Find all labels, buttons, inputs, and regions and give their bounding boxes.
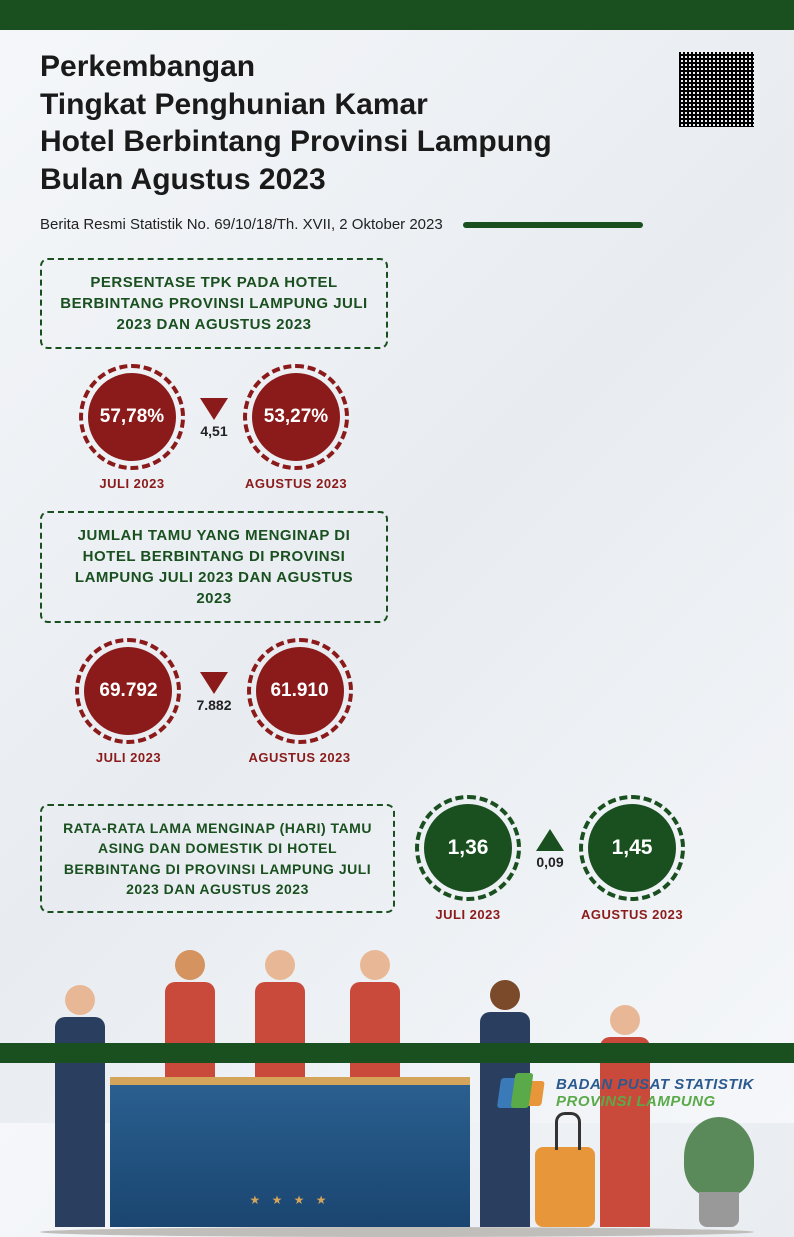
- tpk-circles: 57,78% JULI 2023 4,51 53,27% AGUSTUS 202…: [40, 364, 388, 491]
- title-line: Hotel Berbintang Provinsi Lampung: [40, 123, 754, 161]
- stay-july-circle: 1,36: [415, 795, 521, 901]
- ground-shape: [40, 1227, 754, 1237]
- stay-aug-circle: 1,45: [579, 795, 685, 901]
- stay-aug-value: 1,45: [588, 804, 676, 892]
- plant-icon: [684, 1107, 754, 1227]
- guests-aug-value: 61.910: [256, 647, 344, 735]
- subtitle-row: Berita Resmi Statistik No. 69/10/18/Th. …: [0, 208, 794, 248]
- stay-card-title: RATA-RATA LAMA MENGINAP (HARI) TAMU ASIN…: [40, 804, 395, 913]
- guests-aug-group: 61.910 AGUSTUS 2023: [247, 638, 353, 765]
- tpk-july-circle: 57,78%: [79, 364, 185, 470]
- guests-aug-label: AGUSTUS 2023: [247, 750, 353, 765]
- stay-aug-group: 1,45 AGUSTUS 2023: [579, 795, 685, 922]
- qr-code-icon: [679, 52, 754, 127]
- down-arrow-icon: [200, 672, 228, 694]
- top-bar: [0, 0, 794, 30]
- tpk-aug-label: AGUSTUS 2023: [243, 476, 349, 491]
- title-line: Tingkat Penghunian Kamar: [40, 86, 754, 124]
- tpk-delta-group: 4,51: [200, 398, 228, 439]
- stay-july-group: 1,36 JULI 2023: [415, 795, 521, 922]
- guests-card: JUMLAH TAMU YANG MENGINAP DI HOTEL BERBI…: [40, 511, 388, 765]
- stay-row: RATA-RATA LAMA MENGINAP (HARI) TAMU ASIN…: [0, 775, 794, 927]
- stay-july-label: JULI 2023: [415, 907, 521, 922]
- stay-july-value: 1,36: [424, 804, 512, 892]
- guests-delta-group: 7.882: [196, 672, 231, 713]
- bps-logo-icon: [499, 1073, 544, 1113]
- tpk-july-value: 57,78%: [88, 373, 176, 461]
- guests-circles: 69.792 JULI 2023 7.882 61.910 AGUSTUS 20…: [40, 638, 388, 765]
- footer-province: PROVINSI LAMPUNG: [556, 1093, 754, 1110]
- down-arrow-icon: [200, 398, 228, 420]
- guests-july-circle: 69.792: [75, 638, 181, 744]
- footer: BADAN PUSAT STATISTIK PROVINSI LAMPUNG: [0, 1043, 794, 1123]
- stay-delta: 0,09: [536, 854, 563, 870]
- guests-july-label: JULI 2023: [75, 750, 181, 765]
- guests-july-value: 69.792: [84, 647, 172, 735]
- up-arrow-icon: [536, 829, 564, 851]
- guests-july-group: 69.792 JULI 2023: [75, 638, 181, 765]
- footer-bar: [0, 1043, 794, 1063]
- page-title: Perkembangan Tingkat Penghunian Kamar Ho…: [40, 48, 754, 198]
- title-line: Bulan Agustus 2023: [40, 161, 754, 199]
- guests-aug-circle: 61.910: [247, 638, 353, 744]
- tpk-aug-group: 53,27% AGUSTUS 2023: [243, 364, 349, 491]
- subtitle: Berita Resmi Statistik No. 69/10/18/Th. …: [40, 216, 443, 233]
- guests-card-title: JUMLAH TAMU YANG MENGINAP DI HOTEL BERBI…: [40, 511, 388, 623]
- stay-circles: 1,36 JULI 2023 0,09 1,45 AGUSTUS 2023: [415, 795, 685, 922]
- stats-grid: PERSENTASE TPK PADA HOTEL BERBINTANG PRO…: [0, 248, 794, 775]
- divider-line: [463, 222, 643, 228]
- title-line: Perkembangan: [40, 48, 754, 86]
- stay-delta-group: 0,09: [536, 829, 564, 870]
- tpk-delta: 4,51: [200, 423, 227, 439]
- stay-aug-label: AGUSTUS 2023: [579, 907, 685, 922]
- tpk-aug-circle: 53,27%: [243, 364, 349, 470]
- tpk-aug-value: 53,27%: [252, 373, 340, 461]
- tpk-card-title: PERSENTASE TPK PADA HOTEL BERBINTANG PRO…: [40, 258, 388, 349]
- tpk-july-label: JULI 2023: [79, 476, 185, 491]
- header: Perkembangan Tingkat Penghunian Kamar Ho…: [0, 30, 794, 208]
- suitcase-icon: [535, 1147, 595, 1227]
- tpk-card: PERSENTASE TPK PADA HOTEL BERBINTANG PRO…: [40, 258, 388, 491]
- guests-delta: 7.882: [196, 697, 231, 713]
- footer-org: BADAN PUSAT STATISTIK: [556, 1076, 754, 1093]
- tpk-july-group: 57,78% JULI 2023: [79, 364, 185, 491]
- footer-text: BADAN PUSAT STATISTIK PROVINSI LAMPUNG: [556, 1076, 754, 1110]
- footer-content: BADAN PUSAT STATISTIK PROVINSI LAMPUNG: [0, 1063, 794, 1123]
